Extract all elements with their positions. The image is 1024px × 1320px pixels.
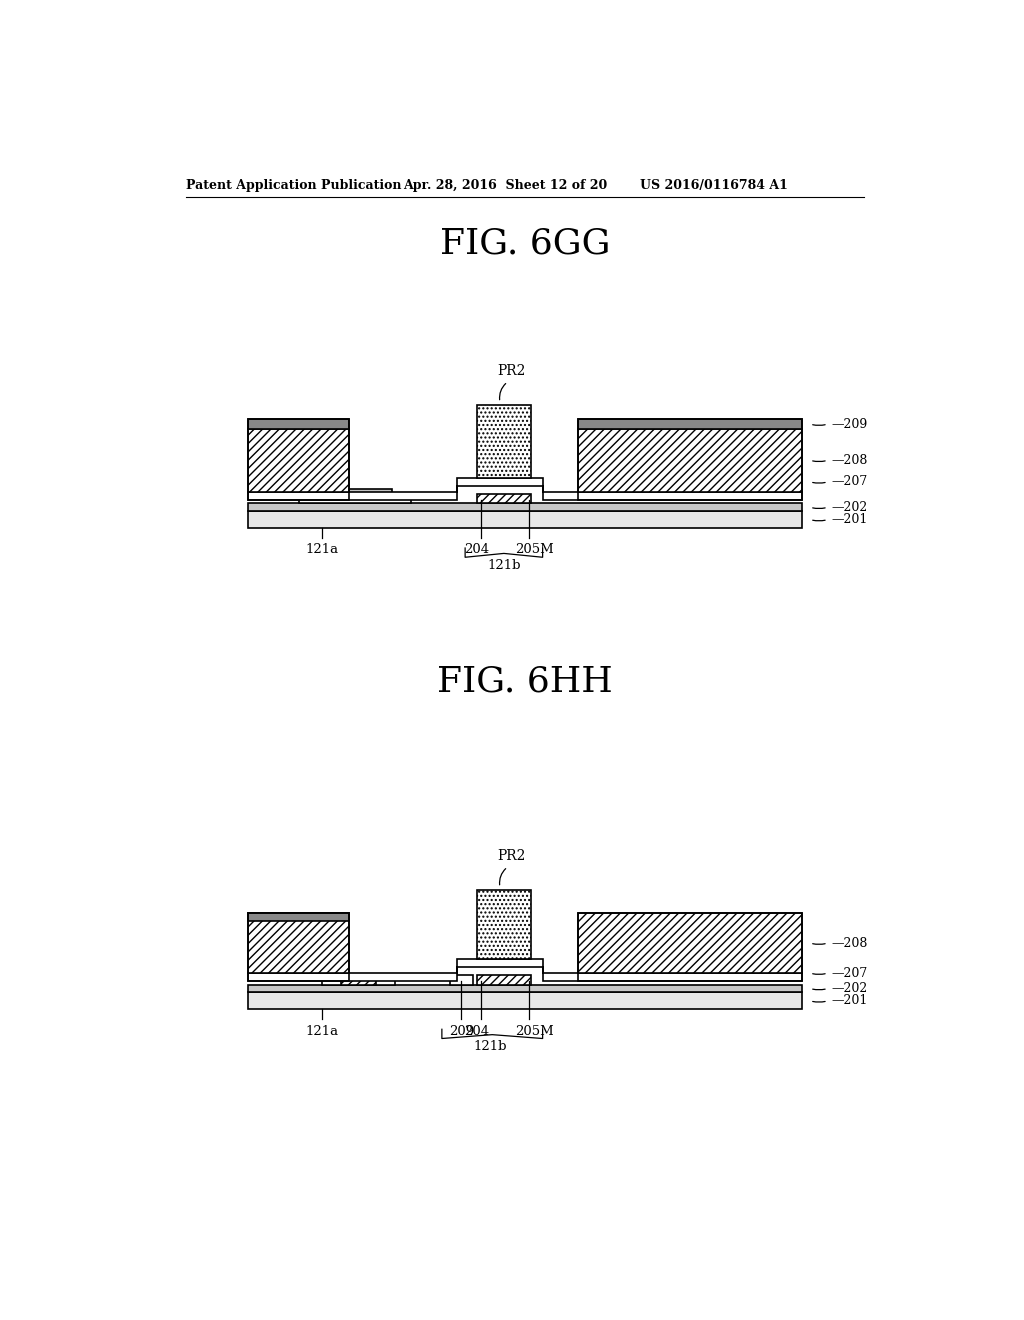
Bar: [578, 420, 802, 499]
Text: 205M: 205M: [515, 544, 554, 557]
Text: 121b: 121b: [487, 558, 520, 572]
Bar: [578, 913, 802, 981]
Text: —208: —208: [831, 936, 868, 949]
Text: 121a: 121a: [305, 1024, 338, 1038]
Bar: [248, 420, 349, 499]
Text: —201: —201: [831, 513, 868, 527]
Text: —207: —207: [831, 966, 868, 979]
Polygon shape: [248, 960, 802, 981]
Bar: [248, 993, 802, 1010]
Text: —207: —207: [831, 475, 868, 488]
Text: FIG. 6HH: FIG. 6HH: [437, 665, 612, 700]
Text: —209: —209: [831, 417, 868, 430]
Bar: [248, 511, 802, 528]
Bar: [248, 503, 802, 511]
Text: US 2016/0116784 A1: US 2016/0116784 A1: [640, 178, 787, 191]
Text: 204: 204: [464, 544, 489, 557]
Text: PR2: PR2: [498, 364, 525, 378]
Text: PR2: PR2: [498, 849, 525, 863]
Text: 204: 204: [464, 1024, 489, 1038]
Text: Patent Application Publication: Patent Application Publication: [186, 178, 401, 191]
Bar: [578, 913, 802, 973]
Polygon shape: [248, 478, 802, 499]
Text: Apr. 28, 2016  Sheet 12 of 20: Apr. 28, 2016 Sheet 12 of 20: [403, 178, 607, 191]
Text: —202: —202: [831, 500, 868, 513]
Bar: [341, 975, 376, 985]
Bar: [578, 429, 802, 492]
Text: —201: —201: [831, 994, 868, 1007]
Bar: [477, 975, 531, 985]
Bar: [477, 890, 531, 960]
Bar: [578, 420, 802, 429]
Bar: [450, 975, 473, 985]
Text: 209: 209: [449, 1024, 474, 1038]
Text: 121b: 121b: [473, 1040, 507, 1053]
Bar: [317, 488, 391, 494]
Bar: [248, 913, 349, 921]
Bar: [248, 429, 349, 492]
Text: 205M: 205M: [515, 1024, 554, 1038]
Text: —208: —208: [831, 454, 868, 467]
Bar: [477, 494, 531, 503]
Bar: [299, 494, 411, 503]
Text: 121a: 121a: [305, 544, 338, 557]
Bar: [248, 913, 349, 973]
Bar: [248, 913, 349, 981]
Bar: [248, 420, 349, 429]
Bar: [248, 985, 802, 993]
Bar: [322, 975, 395, 985]
Bar: [477, 405, 531, 478]
Text: —202: —202: [831, 982, 868, 995]
Text: FIG. 6GG: FIG. 6GG: [439, 226, 610, 260]
